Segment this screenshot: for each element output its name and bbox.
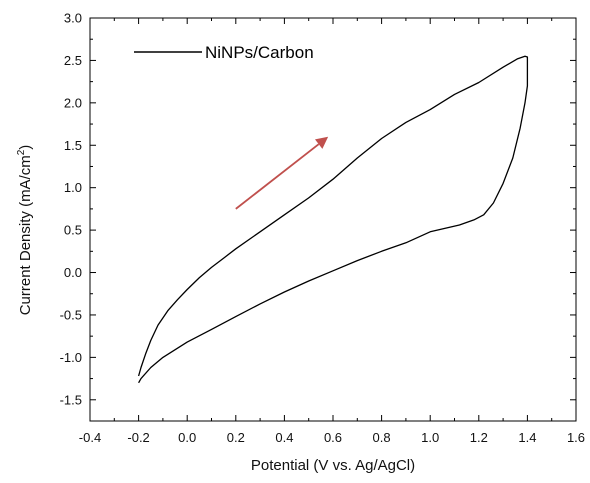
x-tick-label: 1.2 xyxy=(470,430,488,445)
y-tick-label: 3.0 xyxy=(64,11,82,26)
y-tick-label: -0.5 xyxy=(60,307,82,322)
y-tick-label: 2.5 xyxy=(64,53,82,68)
x-axis-title: Potential (V vs. Ag/AgCl) xyxy=(251,457,415,474)
arrow-head-icon xyxy=(314,136,329,149)
y-axis-title-main: Current Density (mA/cm xyxy=(17,155,34,315)
x-tick-label: 0.2 xyxy=(227,430,245,445)
x-tick-label: 0.4 xyxy=(275,430,293,445)
y-tick-label: 0.0 xyxy=(64,265,82,280)
x-tick-label: 0.0 xyxy=(178,430,196,445)
x-tick-label: 1.0 xyxy=(421,430,439,445)
y-tick-label: -1.0 xyxy=(60,350,82,365)
series-layer xyxy=(137,55,529,384)
series-line-ninps-carbon xyxy=(137,55,529,384)
x-tick-label: 0.8 xyxy=(373,430,391,445)
y-axis-title-close: ) xyxy=(17,145,34,150)
x-tick-label: 1.4 xyxy=(518,430,536,445)
y-axis-title: Current Density (mA/cm2) xyxy=(16,145,34,316)
x-tick-label: -0.2 xyxy=(127,430,149,445)
y-tick-label: 0.5 xyxy=(64,223,82,238)
y-axis-tick-labels: -1.5 -1.0 -0.5 0.0 0.5 1.0 1.5 2.0 2.5 3.0 xyxy=(60,11,82,408)
x-axis-ticks xyxy=(89,18,577,421)
arrow-shaft xyxy=(235,143,320,210)
legend-label-ninps-carbon: NiNPs/Carbon xyxy=(205,43,314,62)
y-axis-ticks xyxy=(90,17,576,422)
plot-frame xyxy=(89,17,577,422)
y-tick-label: 1.5 xyxy=(64,138,82,153)
x-tick-label: 1.6 xyxy=(567,430,585,445)
x-tick-label: 0.6 xyxy=(324,430,342,445)
y-tick-label: 2.0 xyxy=(64,95,82,110)
legend: NiNPs/Carbon xyxy=(134,43,314,62)
y-tick-label: 1.0 xyxy=(64,180,82,195)
y-axis-title-sup: 2 xyxy=(16,149,27,155)
x-tick-label: -0.4 xyxy=(79,430,101,445)
annotation-layer xyxy=(235,136,329,210)
x-axis-tick-labels: -0.4 -0.2 0.0 0.2 0.4 0.6 0.8 1.0 1.2 1.4 1.6 xyxy=(79,430,585,445)
y-tick-label: -1.5 xyxy=(60,392,82,407)
